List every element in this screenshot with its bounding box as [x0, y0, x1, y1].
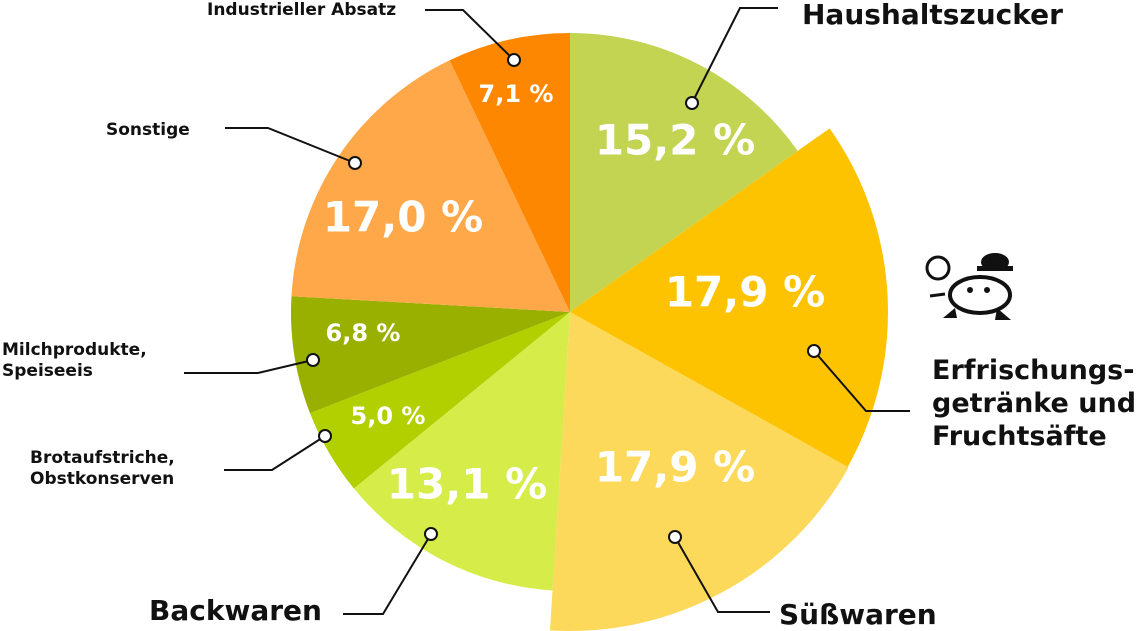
leader-line — [425, 9, 515, 61]
leader-line — [225, 127, 356, 164]
leader-line — [184, 359, 314, 374]
value-label: 5,0 % — [351, 402, 426, 430]
value-label: 17,9 % — [665, 268, 825, 317]
leader-dot — [318, 429, 332, 443]
leader-dot — [348, 156, 362, 170]
value-label: 7,1 % — [479, 80, 554, 108]
pie-slice — [549, 312, 849, 631]
leader-dot — [668, 530, 682, 544]
category-label: Industrieller Absatz — [207, 0, 397, 20]
leader-dot — [306, 353, 320, 367]
pie-slice — [291, 296, 570, 414]
category-label: Backwaren — [149, 594, 322, 627]
leader-line — [691, 7, 778, 104]
leader-dot — [807, 344, 821, 358]
pie-slice — [570, 33, 798, 312]
leader-dot — [685, 96, 699, 110]
category-label: Milchprodukte, Speiseeis — [2, 340, 147, 381]
category-label: Erfrischungs- getränke und Fruchtsäfte — [932, 355, 1137, 452]
value-label: 13,1 % — [387, 460, 547, 509]
pie-slice — [353, 312, 570, 591]
leader-line — [343, 533, 432, 615]
value-label: 17,0 % — [323, 193, 483, 242]
value-label: 17,9 % — [595, 443, 755, 492]
leader-line — [224, 435, 326, 471]
leader-line — [813, 350, 910, 412]
value-label: 15,2 % — [595, 116, 755, 165]
pie-slice — [570, 128, 888, 467]
leader-dot — [507, 53, 521, 67]
leader-line — [674, 536, 770, 613]
category-label: Sonstige — [106, 120, 190, 140]
category-label: Brotaufstriche, Obstkonserven — [30, 448, 175, 489]
pie-slice — [309, 312, 570, 489]
category-label: Haushaltszucker — [802, 0, 1063, 31]
pie-slice — [291, 60, 570, 312]
mascot — [925, 253, 1013, 320]
pie-slice — [449, 33, 570, 312]
category-label: Süßwaren — [779, 598, 937, 631]
value-label: 6,8 % — [326, 319, 401, 347]
leader-dot — [424, 527, 438, 541]
